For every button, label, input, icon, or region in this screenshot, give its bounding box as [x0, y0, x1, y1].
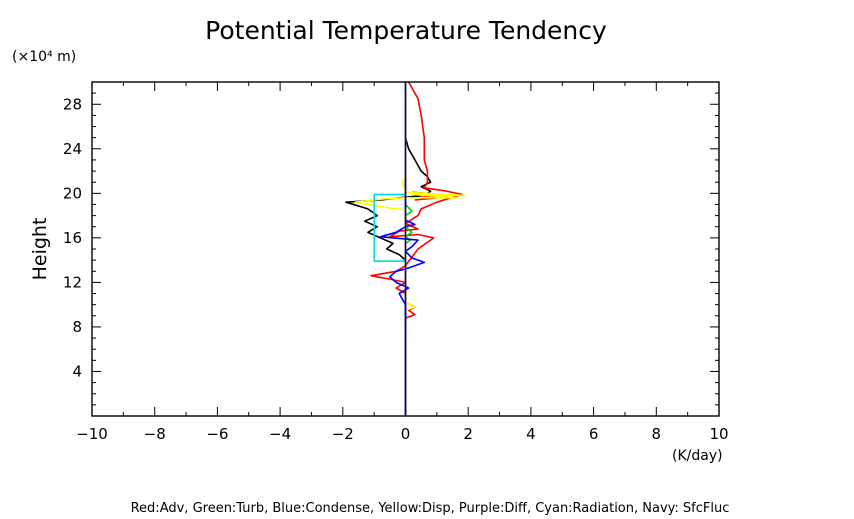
y-tick-label: 4 [72, 362, 82, 380]
x-axis-unit: (K/day) [672, 448, 723, 464]
series-line-6 [373, 193, 406, 263]
x-tick-label: −10 [76, 425, 108, 443]
series-layer [345, 81, 466, 416]
series-line-4 [379, 82, 426, 322]
legend-text: Red:Adv, Green:Turb, Blue:Condense, Yell… [131, 501, 730, 516]
series-line-3 [404, 203, 413, 261]
y-tick-label: 24 [63, 140, 82, 158]
x-tick-label: 6 [589, 425, 599, 443]
y-axis-unit: (×10⁴ m) [12, 49, 76, 65]
y-tick-label: 28 [63, 95, 82, 113]
x-tick-label: 10 [709, 425, 728, 443]
x-tick-label: −4 [269, 425, 291, 443]
y-tick-label: 12 [63, 273, 82, 291]
x-tick-label: 0 [401, 425, 411, 443]
x-tick-label: −8 [144, 425, 166, 443]
x-tick-label: 8 [652, 425, 662, 443]
y-axis-label: Height [29, 218, 51, 281]
chart-title: Potential Temperature Tendency [205, 16, 607, 45]
y-tick-label: 8 [72, 318, 82, 336]
x-tick-label: 2 [463, 425, 473, 443]
y-tick-label: 16 [63, 229, 82, 247]
x-tick-label: −6 [206, 425, 228, 443]
plot-frame [91, 81, 720, 417]
x-tick-label: −2 [332, 425, 354, 443]
y-tick-label: 20 [63, 184, 82, 202]
x-tick-label: 4 [526, 425, 536, 443]
